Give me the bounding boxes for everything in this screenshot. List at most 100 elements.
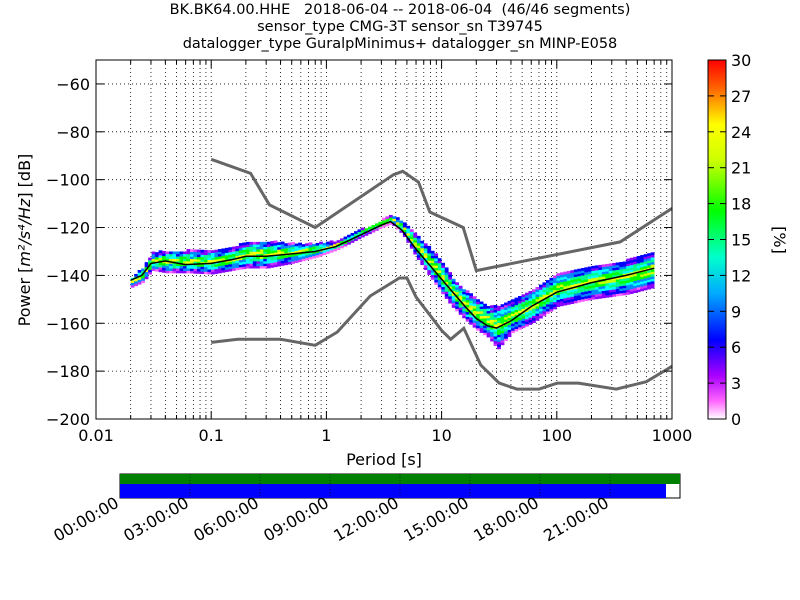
psd-cell xyxy=(455,282,460,285)
psd-cell xyxy=(483,308,487,312)
psd-cell xyxy=(511,327,515,331)
psd-cell xyxy=(612,267,617,271)
psd-cell xyxy=(444,293,449,297)
psd-cell xyxy=(528,291,533,294)
psd-cell xyxy=(577,285,582,289)
psd-cell xyxy=(535,318,540,321)
psd-cell xyxy=(252,263,257,267)
psd-cell xyxy=(252,261,257,264)
psd-cell xyxy=(500,337,505,341)
psd-cell xyxy=(608,287,613,291)
psd-cell xyxy=(633,275,638,279)
psd-cell xyxy=(535,286,540,290)
psd-cell xyxy=(176,263,180,267)
psd-cell xyxy=(587,268,592,272)
psd-cell xyxy=(441,267,446,271)
psd-cell xyxy=(214,256,219,260)
psd-cell xyxy=(448,293,453,297)
psd-cell xyxy=(507,331,512,335)
psd-cell xyxy=(193,266,198,269)
psd-cell xyxy=(573,281,578,285)
psd-cell xyxy=(601,293,606,296)
psd-cell xyxy=(409,229,414,232)
psd-cell xyxy=(514,328,519,332)
psd-cell xyxy=(608,263,613,267)
psd-cell xyxy=(497,341,501,345)
psd-cell xyxy=(266,260,271,264)
psd-cell xyxy=(566,302,571,305)
colorbar-tick-label: 18 xyxy=(731,195,751,214)
psd-cell xyxy=(263,261,268,264)
psd-cell xyxy=(224,247,229,251)
psd-cell xyxy=(176,270,180,274)
psd-cell xyxy=(186,258,191,262)
psd-cell xyxy=(277,256,282,260)
psd-cell xyxy=(284,257,289,261)
psd-cell xyxy=(245,265,250,269)
psd-cell xyxy=(312,255,316,259)
psd-cell xyxy=(402,224,407,228)
psd-cell xyxy=(169,258,173,262)
psd-cell xyxy=(256,261,261,264)
psd-cell xyxy=(483,306,487,309)
psd-cell xyxy=(326,244,330,247)
psd-cell xyxy=(336,242,341,246)
psd-cell xyxy=(542,308,547,312)
psd-cell xyxy=(284,260,289,263)
psd-cell xyxy=(511,311,515,314)
psd-cell xyxy=(633,287,638,291)
psd-cell xyxy=(413,244,418,248)
psd-cell xyxy=(504,324,508,327)
psd-cell xyxy=(381,220,386,223)
psd-cell xyxy=(507,303,512,306)
y-axis-label-suffix: ] [dB] xyxy=(15,154,34,199)
y-axis-label-units: m²/s⁴/Hz xyxy=(15,198,34,267)
psd-cell xyxy=(518,307,522,311)
psd-cell xyxy=(406,240,411,243)
psd-cell xyxy=(640,264,644,268)
psd-cell xyxy=(594,274,599,278)
psd-cell xyxy=(594,282,599,285)
psd-cell xyxy=(538,291,543,295)
median-line xyxy=(130,220,655,329)
psd-cell xyxy=(354,231,358,234)
psd-cell xyxy=(162,250,166,254)
psd-cell xyxy=(493,336,498,339)
psd-cell xyxy=(559,296,564,299)
psd-cell xyxy=(577,297,582,301)
psd-cell xyxy=(629,291,634,294)
psd-cell xyxy=(151,251,156,255)
psd-cell xyxy=(441,291,446,295)
psd-cell xyxy=(266,253,271,257)
psd-cell xyxy=(622,273,627,277)
psd-cell xyxy=(409,236,414,240)
psd-cell xyxy=(493,333,498,337)
psd-cell xyxy=(490,326,494,330)
psd-cell xyxy=(315,254,320,258)
psd-cell xyxy=(573,274,578,277)
psd-cell xyxy=(580,294,585,298)
psd-cell xyxy=(479,311,484,314)
psd-cell xyxy=(221,248,226,252)
psd-cell xyxy=(615,264,620,268)
psd-cell xyxy=(469,305,473,308)
psd-cell xyxy=(430,274,435,278)
psd-cell xyxy=(162,262,166,266)
psd-cell xyxy=(486,329,491,333)
psd-cell xyxy=(559,286,564,290)
psd-cell xyxy=(266,248,271,252)
psd-cell xyxy=(179,263,184,267)
psd-cell xyxy=(462,289,467,292)
psd-cell xyxy=(451,295,456,299)
psd-cell xyxy=(469,300,473,304)
psd-cell xyxy=(242,266,247,270)
psd-cell xyxy=(525,314,529,317)
psd-cell xyxy=(238,255,243,258)
psd-cell xyxy=(514,307,519,310)
psd-cell xyxy=(545,282,550,286)
psd-cell xyxy=(416,243,421,246)
psd-cell xyxy=(200,268,205,272)
psd-cell xyxy=(594,291,599,295)
psd-cell xyxy=(591,273,596,276)
psd-cell xyxy=(532,310,536,314)
